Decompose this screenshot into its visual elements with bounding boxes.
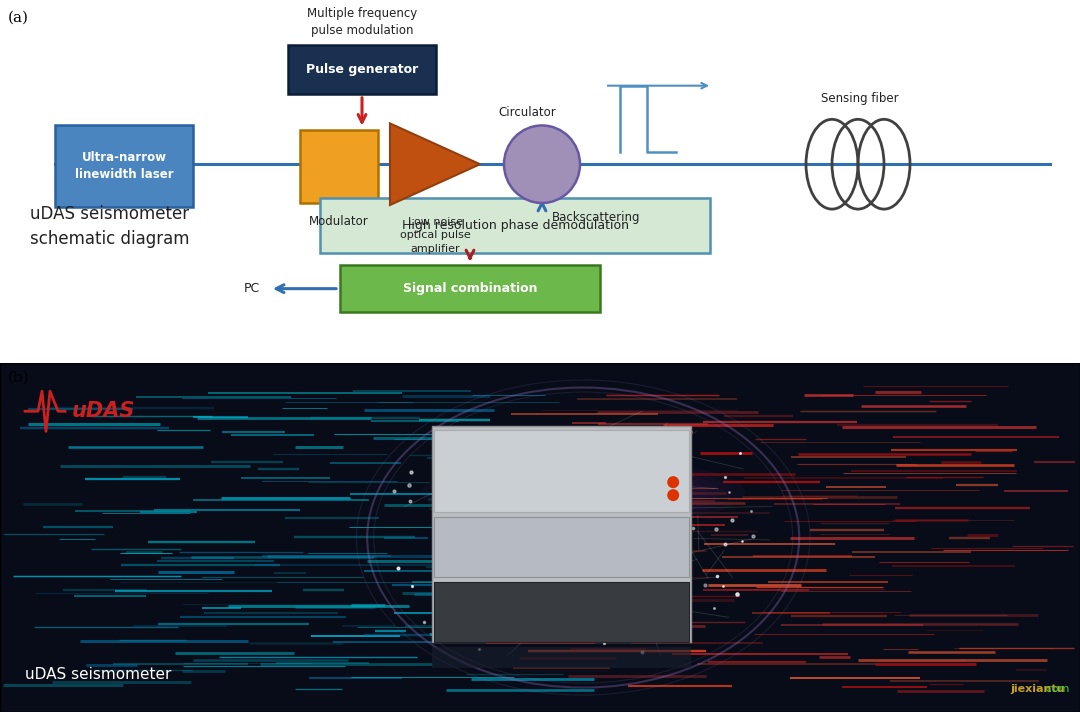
Text: (a): (a) xyxy=(8,10,29,24)
Polygon shape xyxy=(390,123,480,205)
Text: Pulse generator: Pulse generator xyxy=(306,63,418,76)
Text: Sensing fiber: Sensing fiber xyxy=(821,92,899,105)
FancyBboxPatch shape xyxy=(340,265,600,312)
Circle shape xyxy=(667,476,679,488)
Text: .com: .com xyxy=(1042,684,1070,694)
FancyBboxPatch shape xyxy=(55,125,193,207)
Text: High resolution phase demodulation: High resolution phase demodulation xyxy=(402,219,629,232)
Text: jiexiantu: jiexiantu xyxy=(1011,684,1065,694)
FancyBboxPatch shape xyxy=(434,582,689,642)
FancyBboxPatch shape xyxy=(300,130,378,203)
Text: Circulator: Circulator xyxy=(498,106,556,120)
Text: Low noise
optical pulse
amplifier: Low noise optical pulse amplifier xyxy=(400,217,471,253)
Text: uDAS: uDAS xyxy=(72,402,135,422)
FancyBboxPatch shape xyxy=(288,45,436,94)
Text: Multiple frequency
pulse modulation: Multiple frequency pulse modulation xyxy=(307,6,417,37)
FancyBboxPatch shape xyxy=(434,517,689,577)
Text: (b): (b) xyxy=(8,371,30,385)
Circle shape xyxy=(504,125,580,203)
FancyBboxPatch shape xyxy=(434,430,689,513)
Text: Ultra-narrow
linewidth laser: Ultra-narrow linewidth laser xyxy=(75,151,173,182)
Text: uDAS seismometer
schematic diagram: uDAS seismometer schematic diagram xyxy=(30,205,189,248)
Circle shape xyxy=(667,489,679,501)
Text: PC: PC xyxy=(244,282,260,295)
Text: uDAS seismometer: uDAS seismometer xyxy=(25,667,172,682)
FancyBboxPatch shape xyxy=(432,646,691,668)
Text: Modulator: Modulator xyxy=(309,215,369,229)
FancyBboxPatch shape xyxy=(432,426,691,642)
FancyBboxPatch shape xyxy=(320,198,710,253)
Text: Signal combination: Signal combination xyxy=(403,282,537,295)
Text: Backscattering: Backscattering xyxy=(552,211,640,224)
FancyBboxPatch shape xyxy=(0,363,1080,712)
